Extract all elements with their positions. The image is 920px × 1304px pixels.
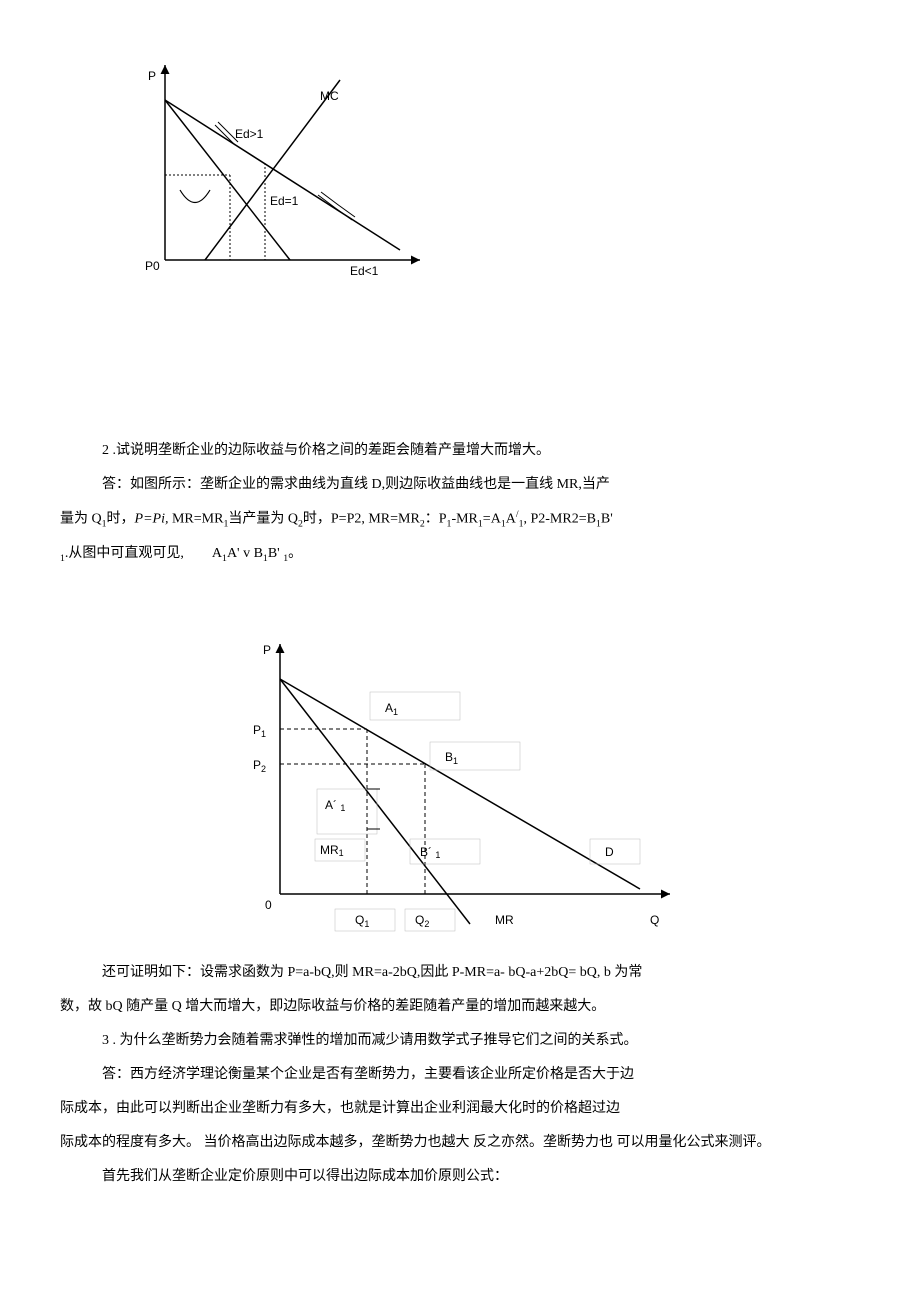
d2-label-D: D [605, 845, 614, 859]
svg-text:A1: A1 [385, 701, 398, 717]
q2-answer-line2: 量为 Q1时，P=Pi, MR=MR1当产量为 Q2时，P=P2, MR=MR2… [60, 505, 860, 534]
d1-label-MC: MC [320, 89, 339, 103]
q2-title: 2 .试说明垄断企业的边际收益与价格之间的差距会随着产量增大而增大。 [60, 437, 860, 465]
d1-label-P0: P0 [145, 259, 160, 273]
d2-label-Q: Q [650, 913, 659, 927]
q3-line3: 际成本的程度有多大。 当价格高出边际成本越多，垄断势力也越大 反之亦然。垄断势力… [60, 1129, 860, 1157]
q3-title: 3 . 为什么垄断势力会随着需求弹性的增加而减少请用数学式子推导它们之间的关系式… [60, 1027, 860, 1055]
q3-line1: 答：西方经济学理论衡量某个企业是否有垄断势力，主要看该企业所定价格是否大于边 [60, 1061, 860, 1089]
diagram-1: P MC Ed>1 Ed=1 Ed<1 P0 [140, 60, 860, 291]
svg-text:MR1: MR1 [320, 843, 344, 858]
d1-label-Ed-gt1: Ed>1 [235, 127, 264, 141]
svg-text:A´ 1: A´ 1 [325, 798, 345, 813]
d1-label-Ed-eq1: Ed=1 [270, 194, 299, 208]
d2-label-MR: MR [495, 913, 514, 927]
q3-line4: 首先我们从垄断企业定价原则中可以得出边际成本加价原则公式： [60, 1163, 860, 1191]
d2-label-zero: 0 [265, 898, 272, 912]
svg-text:Q1: Q1 [355, 913, 369, 929]
svg-text:B´ 1: B´ 1 [420, 845, 440, 860]
svg-text:Q2: Q2 [415, 913, 429, 929]
svg-text:P2: P2 [253, 758, 266, 774]
d1-label-Ed-lt1: Ed<1 [350, 264, 379, 278]
d1-label-P: P [148, 69, 156, 83]
svg-text:P1: P1 [253, 723, 266, 739]
q3-line2: 际成本，由此可以判断出企业垄断力有多大，也就是计算出企业利润最大化时的价格超过边 [60, 1095, 860, 1123]
proof-line1: 还可证明如下：设需求函数为 P=a-bQ,则 MR=a-2bQ,因此 P-MR=… [60, 959, 860, 987]
diagram-2: P A1 P1 B1 P2 A´ 1 MR1 B´ 1 D 0 Q1 Q2 MR… [220, 634, 860, 945]
q2-answer-line1: 答：如图所示：垄断企业的需求曲线为直线 D,则边际收益曲线也是一直线 MR,当产 [60, 471, 860, 499]
d2-label-P: P [263, 643, 271, 657]
q2-answer-line3: 1.从图中可直观可见, A1A' v B1B' 1。 [60, 540, 860, 568]
svg-text:B1: B1 [445, 750, 458, 766]
proof-line2: 数，故 bQ 随产量 Q 增大而增大，即边际收益与价格的差距随着产量的增加而越来… [60, 993, 860, 1021]
